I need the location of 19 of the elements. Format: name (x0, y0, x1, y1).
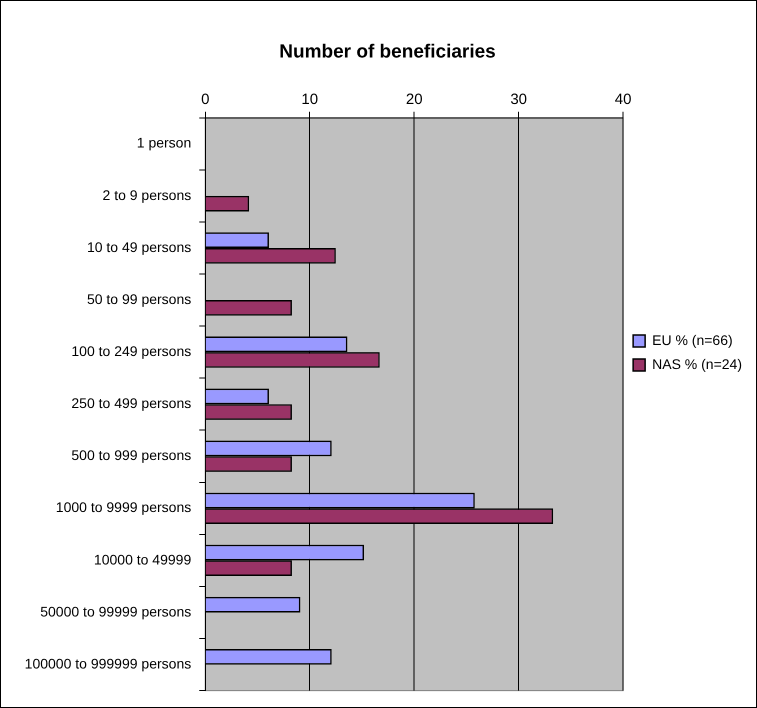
chart-title: Number of beneficiaries (279, 42, 496, 63)
x-tick-label: 0 (201, 90, 210, 108)
y-tick-label: 500 to 999 persons (71, 447, 192, 464)
legend-label: EU % (n=66) (652, 332, 733, 348)
y-tick-label: 10 to 49 persons (86, 238, 192, 255)
y-tick-label: 50 to 99 persons (86, 290, 192, 307)
y-tick-label: 250 to 499 persons (71, 395, 192, 412)
y-tick-label: 100 to 249 persons (71, 342, 192, 359)
y-tick-label: 50000 to 99999 persons (40, 603, 192, 620)
x-tick-label: 40 (614, 90, 632, 108)
y-tick-label: 1 person (136, 134, 192, 151)
y-tick-label: 2 to 9 persons (102, 186, 192, 203)
y-tick-label: 10000 to 49999 (94, 551, 192, 568)
legend-label: NAS % (n=24) (652, 356, 742, 372)
x-tick-label: 30 (510, 90, 527, 108)
x-tick-label: 20 (406, 90, 423, 108)
y-tick-label: 100000 to 999999 persons (24, 655, 192, 672)
y-tick-label: 1000 to 9999 persons (56, 499, 192, 516)
x-tick-label: 10 (301, 90, 318, 108)
